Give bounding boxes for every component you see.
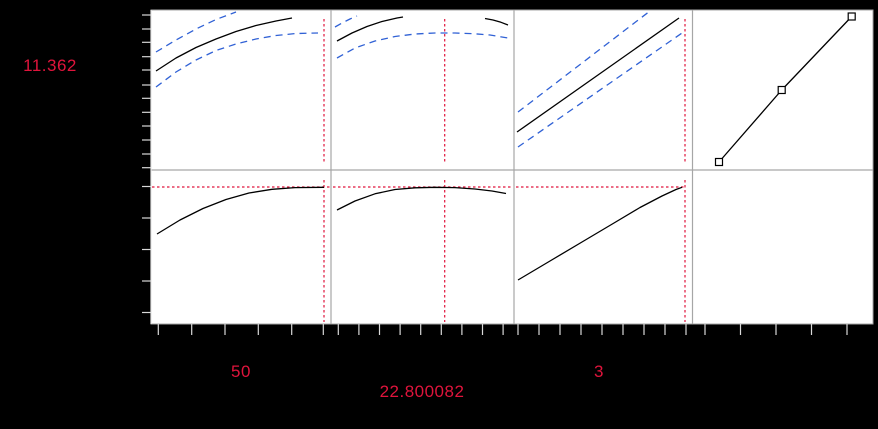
factor3-current-value: 3 [594,362,604,381]
ci-upper-factor1 [155,11,237,53]
desirability-handle[interactable] [714,157,724,167]
response-trace-factor3 [516,17,680,133]
response-current-value: 11.362 [23,56,77,75]
factor2-current-value: 22.800082 [379,382,465,401]
desirability-trace-factor1 [156,186,325,235]
desirability-trace-factor2 [336,186,507,211]
response-trace-factor2-left [336,16,404,42]
ci-lower-factor1 [155,32,319,88]
ci-upper-factor2 [334,15,358,28]
response-trace-factor1 [155,17,293,72]
factor1-current-value: 50 [231,362,251,381]
ci-upper-factor3 [517,10,651,113]
ci-lower-factor3 [517,32,683,148]
desirability-handle[interactable] [777,85,786,95]
desirability-trace-factor3 [517,186,683,281]
ci-lower-factor2 [336,32,509,59]
plot-area [150,9,874,325]
response-trace-factor2-right [484,17,509,26]
desirability-handle[interactable] [847,12,856,21]
